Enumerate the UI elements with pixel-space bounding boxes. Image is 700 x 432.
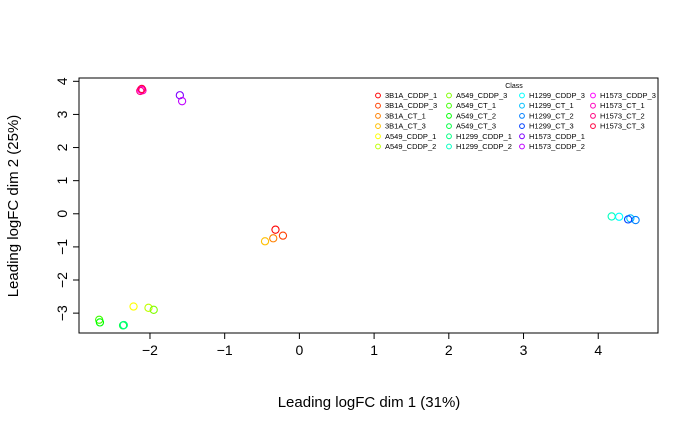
- legend-label: A549_CDDP_2: [385, 142, 436, 151]
- x-tick-label: 4: [594, 342, 602, 358]
- data-point: [144, 303, 153, 312]
- legend-marker: [446, 133, 452, 140]
- legend-title: Class: [505, 83, 523, 90]
- legend-marker: [590, 113, 596, 119]
- legend-label: H1573_CT_2: [600, 111, 645, 120]
- y-axis-label: Leading logFC dim 2 (25%): [5, 115, 22, 298]
- x-tick-label: 2: [445, 342, 453, 358]
- legend-label: H1299_CDDP_2: [456, 142, 512, 151]
- y-tick-label: −3: [54, 305, 70, 321]
- data-point: [137, 84, 146, 94]
- legend-marker: [375, 102, 381, 109]
- legend-label: H1573_CT_1: [600, 101, 645, 110]
- legend-marker: [446, 113, 452, 119]
- x-tick-label: 3: [520, 342, 528, 358]
- legend-label: A549_CT_1: [456, 101, 496, 110]
- legend-marker: [519, 92, 525, 99]
- y-axis: −3 −2 −1 0 1 2 3 4: [54, 77, 79, 321]
- legend-marker: [590, 92, 596, 99]
- data-point: [119, 320, 128, 330]
- legend-label: A549_CT_3: [456, 122, 496, 131]
- data-point: [623, 215, 633, 224]
- y-tick-label: 1: [54, 177, 70, 185]
- data-point: [278, 231, 288, 240]
- legend-label: H1299_CDDP_3: [529, 91, 585, 100]
- legend-label: 3B1A_CDDP_3: [385, 101, 437, 110]
- legend-marker: [446, 123, 452, 129]
- x-tick-label: −1: [217, 342, 233, 358]
- legend-marker: [375, 133, 381, 140]
- legend-label: A549_CDDP_1: [385, 132, 436, 141]
- y-tick-label: 4: [54, 77, 70, 85]
- x-tick-label: 0: [295, 342, 303, 358]
- legend-label: A549_CDDP_3: [456, 91, 507, 100]
- data-point: [95, 318, 105, 327]
- legend-marker: [519, 143, 525, 150]
- legend-label: A549_CT_2: [456, 111, 496, 120]
- legend-label: H1573_CT_3: [600, 122, 645, 131]
- legend-label: H1299_CT_2: [529, 111, 574, 120]
- legend-marker: [446, 143, 452, 150]
- legend-marker: [375, 143, 381, 150]
- x-axis: −2 −1 0 1 2 3 4: [142, 332, 602, 358]
- legend-marker: [375, 123, 381, 129]
- data-point: [615, 212, 624, 221]
- data-point: [271, 225, 280, 234]
- x-tick-label: −2: [142, 342, 158, 358]
- data-point: [260, 237, 270, 246]
- x-axis-label: Leading logFC dim 1 (31%): [278, 394, 461, 411]
- legend-label: H1299_CT_1: [529, 101, 574, 110]
- legend-label: 3B1A_CT_3: [385, 122, 426, 131]
- data-point: [149, 305, 158, 314]
- legend-label: H1299_CDDP_1: [456, 132, 512, 141]
- legend-marker: [375, 92, 381, 99]
- y-tick-label: −1: [54, 239, 70, 255]
- y-tick-label: −2: [54, 272, 70, 288]
- legend-label: H1573_CDDP_2: [529, 142, 585, 151]
- legend-label: H1573_CDDP_1: [529, 132, 585, 141]
- data-point: [607, 212, 616, 221]
- data-points: [95, 84, 640, 330]
- legend-label: 3B1A_CT_1: [385, 111, 426, 120]
- legend-label: H1573_CDDP_3: [600, 91, 656, 100]
- legend-marker: [375, 113, 381, 119]
- legend-marker: [519, 133, 525, 140]
- x-tick-label: 1: [370, 342, 378, 358]
- legend-marker: [446, 102, 452, 109]
- legend-marker: [446, 92, 452, 99]
- legend-marker: [590, 123, 596, 129]
- data-point: [177, 97, 187, 106]
- y-tick-label: 2: [54, 143, 70, 151]
- legend-marker: [519, 102, 525, 109]
- y-tick-label: 0: [54, 210, 70, 218]
- legend-marker: [519, 123, 525, 129]
- legend-label: H1299_CT_3: [529, 122, 574, 131]
- data-point: [269, 234, 278, 243]
- legend-label: 3B1A_CDDP_1: [385, 91, 437, 100]
- data-point: [136, 86, 145, 96]
- y-tick-label: 3: [54, 110, 70, 118]
- data-point: [129, 302, 138, 311]
- legend-marker: [590, 102, 596, 109]
- legend-marker: [519, 113, 525, 119]
